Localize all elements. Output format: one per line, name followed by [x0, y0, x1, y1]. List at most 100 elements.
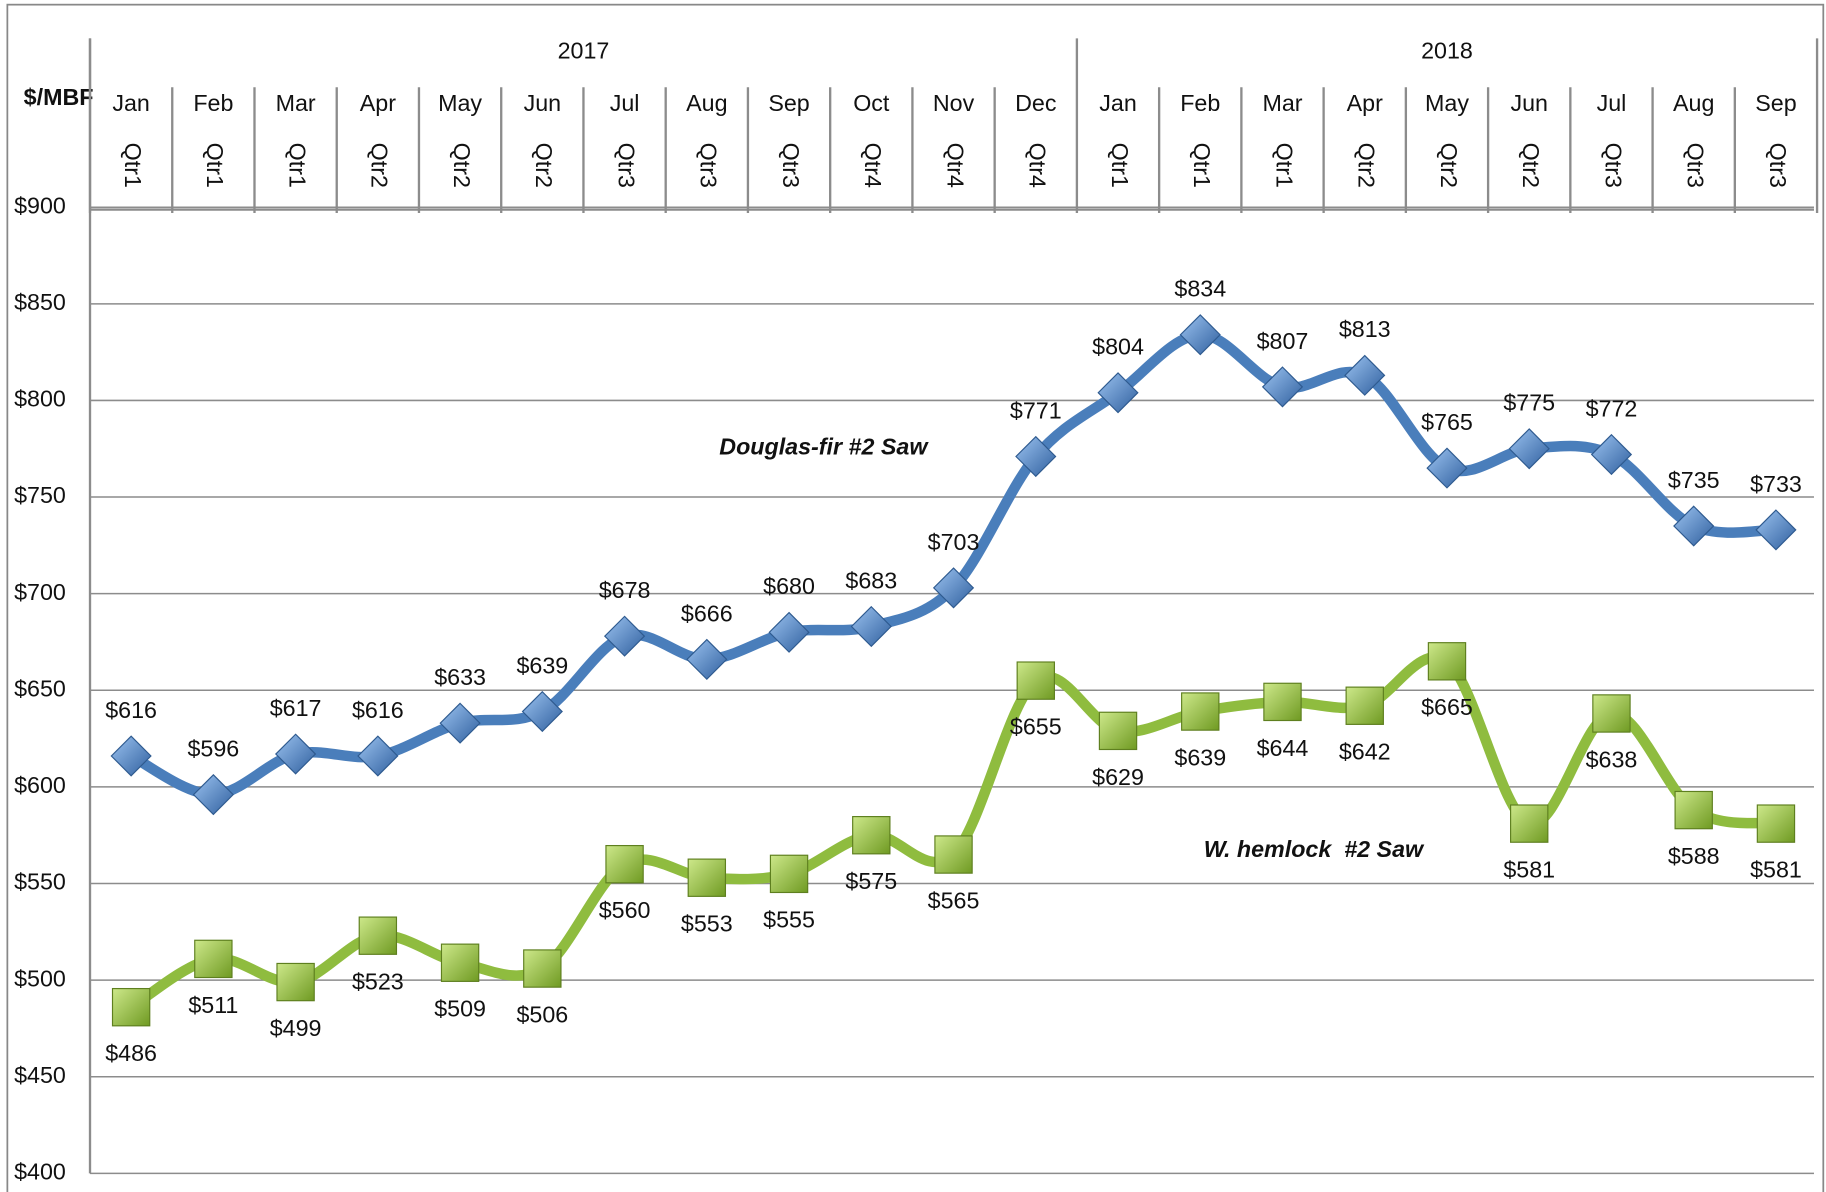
- marker: [274, 733, 317, 775]
- data-label: $633: [434, 664, 486, 690]
- x-tick-label: Jan: [1099, 90, 1137, 116]
- x-tick-label: Jun: [1510, 90, 1548, 116]
- marker: [1510, 804, 1549, 843]
- y-axis-label: $/MBF: [24, 84, 94, 110]
- marker: [768, 611, 810, 653]
- marker: [440, 943, 480, 982]
- x-tick-label: Oct: [853, 90, 890, 116]
- data-label: $703: [928, 529, 980, 555]
- data-label: $644: [1257, 735, 1309, 761]
- y-tick-label: $800: [14, 386, 66, 412]
- data-label: $560: [599, 897, 651, 923]
- x-tick-label: May: [438, 90, 482, 116]
- marker: [358, 916, 398, 955]
- quarter-label: Qtr1: [1271, 143, 1297, 188]
- series-label: Douglas-fir #2 Saw: [719, 433, 929, 459]
- marker: [357, 735, 399, 777]
- y-tick-label: $650: [14, 675, 66, 701]
- marker: [194, 939, 233, 979]
- data-label: $775: [1503, 390, 1555, 416]
- quarter-label: Qtr2: [1518, 143, 1544, 188]
- data-label: $665: [1421, 694, 1473, 720]
- marker: [521, 690, 563, 733]
- quarter-label: Qtr4: [942, 143, 968, 188]
- marker: [1181, 692, 1220, 731]
- y-tick-label: $550: [14, 869, 66, 895]
- quarter-label: Qtr4: [1025, 143, 1051, 188]
- marker: [1344, 354, 1386, 396]
- x-tick-label: Jun: [524, 90, 562, 116]
- year-label: 2018: [1421, 38, 1473, 64]
- x-tick-label: Aug: [686, 90, 727, 116]
- marker: [1098, 711, 1138, 751]
- quarter-label: Qtr3: [1765, 143, 1791, 188]
- x-tick-label: Feb: [193, 90, 233, 116]
- y-tick-label: $600: [14, 772, 66, 798]
- marker: [603, 615, 646, 657]
- marker: [1261, 366, 1304, 408]
- quarter-label: Qtr3: [696, 143, 722, 188]
- data-label: $765: [1421, 409, 1473, 435]
- x-tick-label: Sep: [1755, 90, 1796, 116]
- x-tick-label: Feb: [1180, 90, 1220, 116]
- data-label: $771: [1010, 397, 1062, 423]
- data-label: $629: [1092, 764, 1144, 790]
- data-label: $581: [1503, 857, 1555, 883]
- y-tick-label: $900: [14, 192, 66, 218]
- data-label: $772: [1586, 395, 1638, 421]
- x-tick-label: Apr: [360, 90, 396, 116]
- data-label: $509: [434, 996, 486, 1022]
- marker: [769, 854, 809, 894]
- quarter-label: Qtr3: [613, 143, 639, 188]
- marker: [1345, 686, 1384, 725]
- data-label: $506: [516, 1001, 568, 1027]
- marker: [1263, 682, 1302, 722]
- data-label: $639: [1174, 744, 1226, 770]
- data-label: $655: [1010, 714, 1062, 740]
- y-tick-label: $700: [14, 579, 66, 605]
- marker: [1590, 433, 1633, 476]
- marker: [523, 949, 562, 988]
- year-label: 2017: [558, 38, 610, 64]
- marker: [1755, 509, 1797, 551]
- data-label: $639: [516, 652, 568, 678]
- marker: [1592, 694, 1631, 733]
- frame: [6, 3, 1825, 1192]
- y-tick-label: $450: [14, 1062, 66, 1088]
- quarter-label: Qtr2: [1354, 143, 1380, 188]
- data-label: $616: [105, 697, 157, 723]
- marker: [1674, 790, 1713, 830]
- marker: [686, 638, 728, 680]
- marker: [439, 702, 481, 744]
- data-label: $565: [928, 887, 980, 913]
- y-tick-label: $500: [14, 965, 66, 991]
- marker: [192, 774, 234, 816]
- quarter-label: Qtr4: [860, 143, 886, 188]
- series-line: [128, 329, 1777, 800]
- data-label: $642: [1339, 739, 1391, 765]
- y-tick-label: $850: [14, 289, 66, 315]
- data-label: $733: [1750, 471, 1802, 497]
- marker: [276, 962, 315, 1002]
- quarter-label: Qtr1: [120, 143, 146, 188]
- data-label: $486: [105, 1040, 157, 1066]
- marker: [934, 835, 973, 874]
- x-tick-label: Jul: [1597, 90, 1627, 116]
- data-label: $813: [1339, 316, 1391, 342]
- data-label: $683: [845, 567, 897, 593]
- x-tick-label: Sep: [768, 90, 809, 116]
- data-label: $678: [599, 577, 651, 603]
- data-label: $523: [352, 969, 404, 995]
- x-tick-label: Jul: [610, 90, 640, 116]
- x-tick-label: Mar: [1262, 90, 1302, 116]
- series-label: W. hemlock #2 Saw: [1204, 836, 1425, 862]
- quarter-label: Qtr1: [202, 143, 228, 188]
- data-label: $807: [1257, 328, 1309, 354]
- data-label: $553: [681, 911, 733, 937]
- data-label: $666: [681, 600, 733, 626]
- data-label: $596: [187, 736, 239, 762]
- data-label: $638: [1586, 746, 1638, 772]
- quarter-label: Qtr3: [1600, 143, 1626, 188]
